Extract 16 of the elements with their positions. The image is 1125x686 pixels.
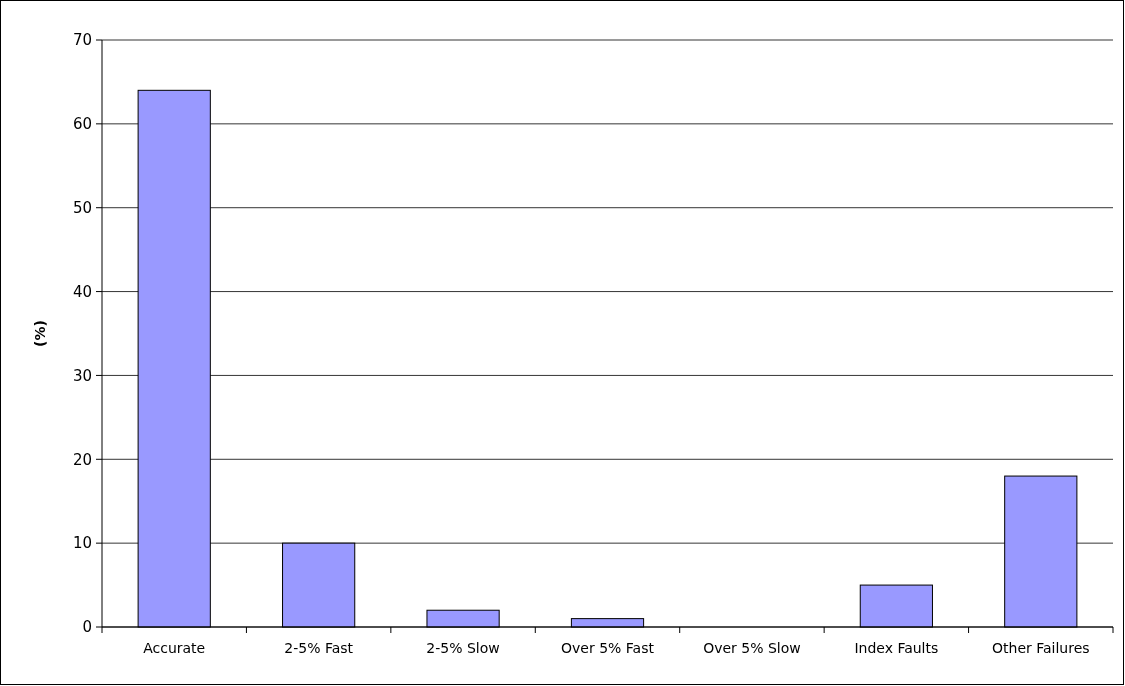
y-tick-label: 30	[72, 366, 92, 385]
x-tick-label: Index Faults	[854, 640, 939, 656]
y-tick-label: 10	[72, 534, 92, 553]
y-tick-label: 70	[72, 31, 92, 50]
x-tick-label: Over 5% Fast	[561, 640, 655, 656]
y-tick-label: 50	[72, 198, 92, 217]
x-tick-label: 2-5% Fast	[284, 640, 354, 656]
x-tick-label: Over 5% Slow	[703, 640, 801, 656]
y-tick-label: 40	[72, 282, 92, 301]
x-tick-label: Other Failures	[992, 640, 1090, 656]
y-axis-title: (%)	[32, 320, 48, 347]
y-tick-label: 60	[72, 115, 92, 134]
x-tick-label: Accurate	[143, 640, 206, 656]
y-tick-label: 20	[72, 450, 92, 469]
y-tick-label: 0	[82, 618, 92, 637]
x-tick-label: 2-5% Slow	[426, 640, 500, 656]
